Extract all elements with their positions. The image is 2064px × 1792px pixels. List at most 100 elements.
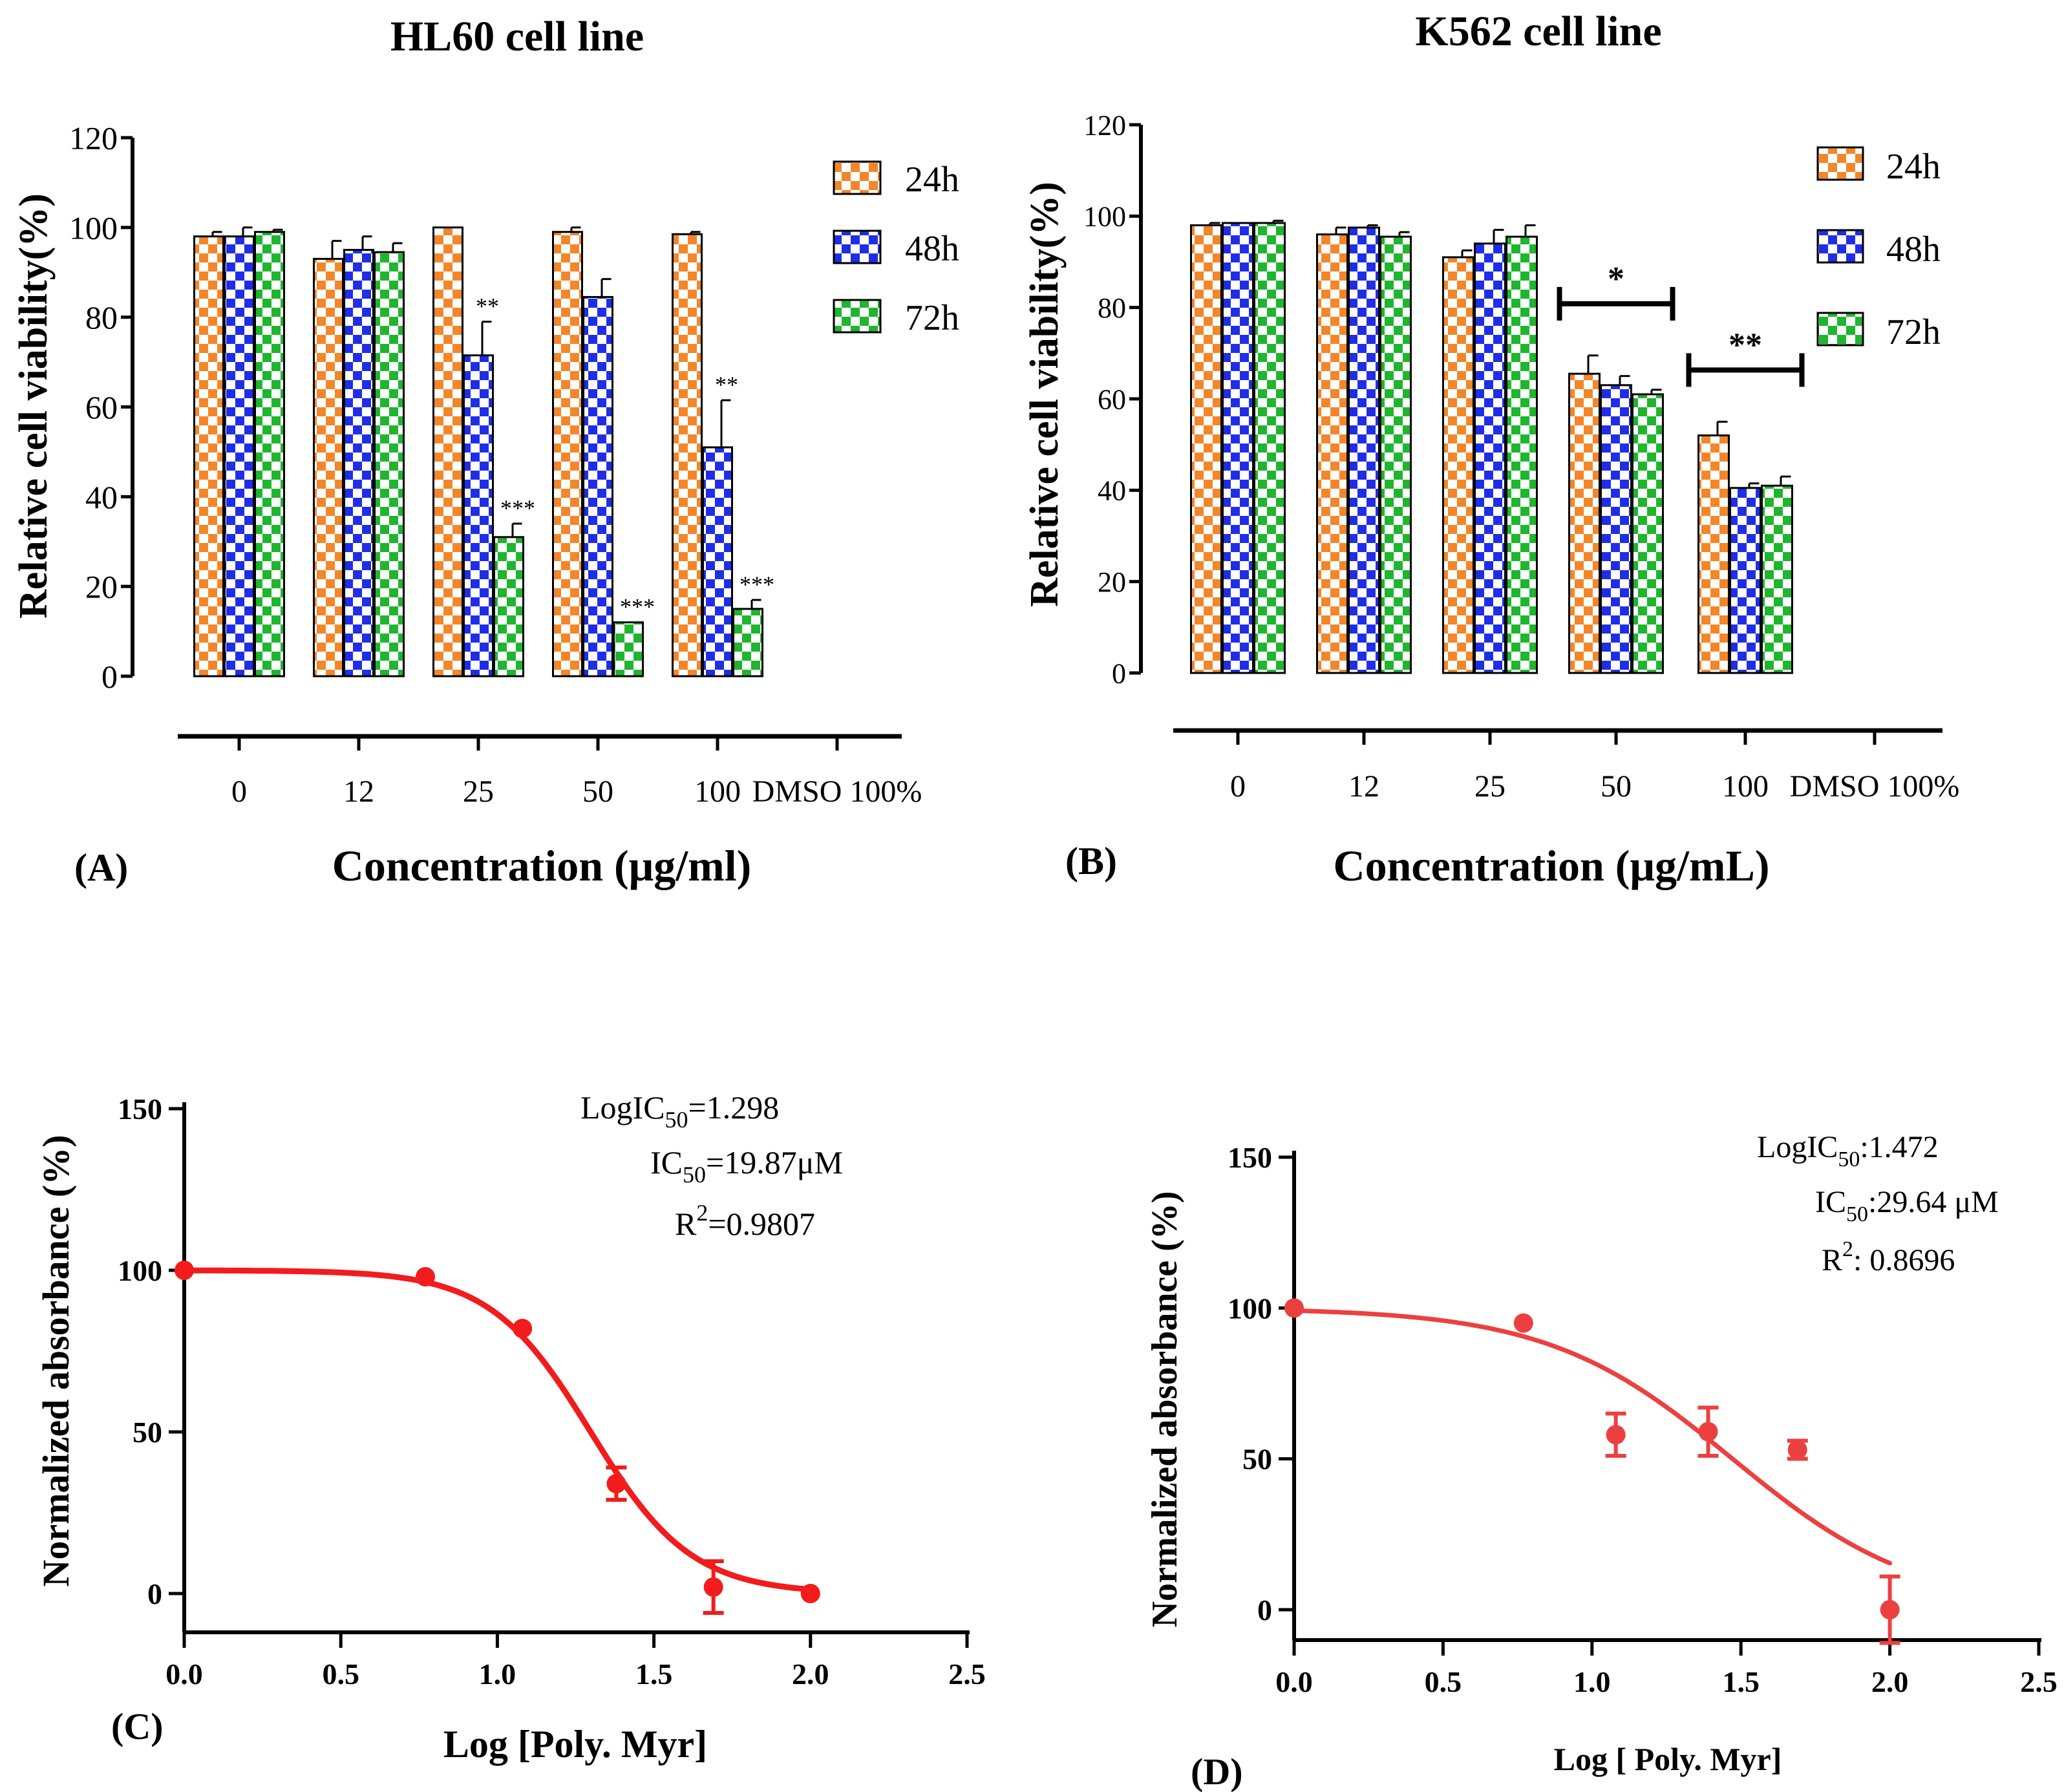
x-tick-label: 1.0 [479,1658,516,1691]
fit-curve [181,1267,814,1593]
legend: 24h 48h 72h [1816,146,1941,352]
legend-swatch-72h [833,299,882,334]
panel-label: (A) [74,846,128,889]
y-tick-label: 120 [1083,109,1126,141]
bar-50-24h [552,231,583,677]
y-tick-label: 0 [1257,1594,1272,1627]
bar-50-72h [1632,393,1664,674]
panel-b: K562 cell line 24h 48h 72h Relative cell… [1023,8,1959,890]
y-tick-label: 50 [133,1416,162,1449]
fit-annotation: LogIC50=1.298 IC50=19.87μM R2=0.9807 [580,1089,843,1242]
chart-title: K562 cell line [1415,8,1661,55]
y-tick-label: 120 [69,120,118,156]
y-tick-label: 100 [69,209,118,246]
bar-100-72h [732,608,763,677]
x-axis-label: Concentration (μg/mL) [1333,841,1769,890]
y-tick-label: 0 [1112,657,1126,689]
data-point [415,1267,435,1286]
x-tick-label: 0 [1230,769,1246,804]
x-tick-label: 2.5 [2020,1665,2058,1698]
x-tick-label: 0 [231,774,247,809]
chart-title: HL60 cell line [390,13,644,60]
bar-12-24h [313,257,344,677]
bar-25-72h [1505,235,1538,674]
significance-annotation: ** [476,293,499,319]
y-tick-label: 100 [118,1254,162,1287]
data-point [1606,1425,1626,1445]
x-tick-label: 100 [694,774,741,809]
x-tick-label: 0.5 [1425,1665,1462,1698]
curve-chart-3: 0 50 100 150 0.0 0.5 1.0 1.5 2.0 2.5 [1228,1141,2058,1698]
x-tick-label: 50 [582,774,613,809]
x-tick-label: 12 [343,774,374,809]
legend-swatch-24h [833,160,882,195]
x-tick-label: 25 [1474,769,1505,804]
legend-label-72h: 72h [905,298,959,338]
x-tick-label: 50 [1601,769,1632,804]
bar-100-48h [1729,487,1761,674]
significance-annotation: * [1608,261,1624,297]
x-tick-label: 0.5 [322,1658,359,1691]
bar-25-48h [463,354,494,677]
x-tick-label: 100 [1722,769,1769,804]
x-tick-label: DMSO 100% [1790,769,1960,804]
x-tick-label: 1.5 [635,1658,673,1691]
bar-0-24h [193,235,224,677]
data-point [175,1261,194,1280]
bar-100-48h [702,446,733,677]
annotation-r2: R [675,1206,697,1242]
bar-50-24h [1568,372,1601,674]
y-tick-label: 150 [118,1093,162,1125]
significance-annotation: ** [715,372,738,398]
data-point [1284,1298,1304,1318]
y-tick-label: 40 [85,479,118,515]
bar-0-72h [254,231,285,677]
bar-12-48h [343,249,374,677]
panel-a: HL60 cell line 24h 48h 72h Relative cell… [12,13,959,890]
bar-0-48h [224,235,255,677]
annotation-ic50: IC [1815,1185,1846,1219]
y-tick-label: 0 [101,659,118,695]
y-tick-label: 80 [85,299,118,336]
panel-c: Normalized absorbance (%) Log [Poly. Myr… [35,1089,986,1765]
svg-text:IC50:29.64 μM: IC50:29.64 μM [1815,1185,1999,1226]
x-tick-label: 0.0 [165,1658,203,1691]
x-tick-label: 25 [463,774,494,809]
y-tick-label: 100 [1083,201,1126,233]
data-point [1513,1313,1533,1333]
y-tick-label: 150 [1228,1141,1272,1174]
x-tick-label: DMSO 100% [752,774,922,809]
fit-annotation: LogIC50:1.472 IC50:29.64 μM R2: 0.8696 [1757,1130,1999,1277]
data-point [1698,1422,1718,1442]
annotation-logic50: LogIC [1757,1130,1838,1164]
panel-d: Normalized absorbance (%) Log [ Poly. My… [1145,1130,2058,1792]
legend-swatch-24h [1816,146,1864,181]
svg-text:R2: 0.8696: R2: 0.8696 [1822,1237,1955,1277]
x-axis-label: Log [Poly. Myr] [443,1723,707,1765]
significance-annotation: ** [1729,326,1762,363]
bar-50-72h [613,621,644,677]
y-tick-label: 80 [1098,292,1126,324]
svg-text:IC50=19.87μM: IC50=19.87μM [650,1144,843,1188]
y-axis-label: Relative cell viability(%) [12,193,56,619]
significance-annotation: *** [500,495,535,521]
bar-50-48h [582,295,613,677]
y-tick-label: 50 [1242,1443,1272,1476]
data-point [800,1584,820,1603]
x-tick-label: 1.5 [1722,1665,1760,1698]
significance-annotation: *** [620,594,655,620]
legend-label-48h: 48h [905,229,959,269]
bar-12-72h [374,251,405,677]
bar-50-48h [1600,384,1632,674]
fit-curve [1292,1308,1893,1566]
panel-label: (B) [1065,840,1117,882]
bar-0-48h [1222,222,1254,674]
y-tick-label: 20 [1098,566,1126,598]
annotation-r2: R [1822,1243,1842,1277]
legend-swatch-48h [833,229,882,264]
x-tick-label: 1.0 [1573,1665,1611,1698]
bar-0-24h [1190,224,1222,674]
legend-label-48h: 48h [1886,229,1941,270]
panel-label: (C) [111,1705,164,1747]
curve-chart-2: 0 50 100 150 0.0 0.5 1.0 1.5 2.0 2.5 [118,1093,986,1691]
